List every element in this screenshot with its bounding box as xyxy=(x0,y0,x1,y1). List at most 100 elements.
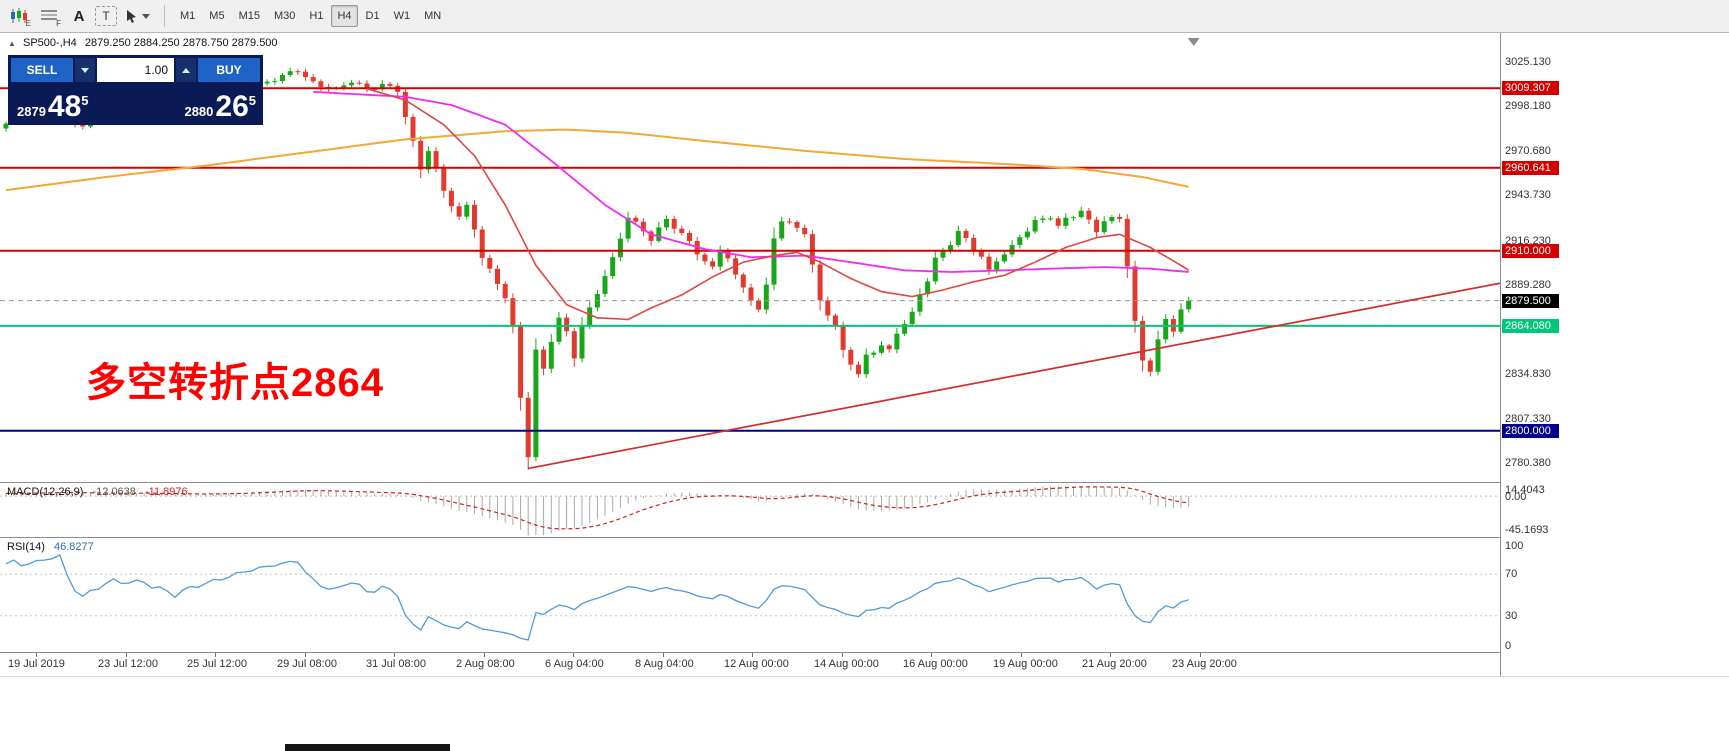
price-axis-label: 2834.830 xyxy=(1505,368,1551,380)
volume-input[interactable] xyxy=(97,58,174,82)
time-axis-tick xyxy=(663,653,664,657)
cursor-arrow-glyph xyxy=(126,9,136,23)
timeframe-bar: M1 M5 M15 M30 H1 H4 D1 W1 MN xyxy=(173,5,448,27)
time-axis-label: 31 Jul 08:00 xyxy=(366,658,426,670)
time-axis-tick xyxy=(1021,653,1022,657)
rows-icon-sub: F xyxy=(56,19,61,28)
timeframe-H4[interactable]: H4 xyxy=(331,5,358,27)
time-axis-label: 12 Aug 00:00 xyxy=(724,658,789,670)
macd-scale-bottom: -45.1693 xyxy=(1505,524,1549,536)
timeframe-M15[interactable]: M15 xyxy=(233,5,266,27)
timeframe-MN[interactable]: MN xyxy=(418,5,447,27)
time-axis-tick xyxy=(1200,653,1201,657)
caret-up-icon xyxy=(182,67,190,73)
time-axis-tick xyxy=(305,653,306,657)
rsi-value: 46.8277 xyxy=(53,541,94,553)
buy-price-big: 26 xyxy=(215,90,249,123)
price-badge: 2864.080 xyxy=(1502,319,1559,333)
one-click-collapse-icon[interactable]: ▲ xyxy=(8,39,16,48)
toolbar-separator xyxy=(164,5,165,27)
time-axis[interactable]: 19 Jul 2019 23 Jul 12:00 25 Jul 12:00 29 Ju… xyxy=(0,653,1500,676)
macd-signal-value: -11.8976 xyxy=(144,486,188,498)
time-axis-label: 8 Aug 04:00 xyxy=(635,658,694,670)
trade-panel-prices: 2879 48 5 2880 26 5 xyxy=(11,82,260,124)
panel-separator[interactable] xyxy=(0,537,1729,538)
time-axis-bottom-border xyxy=(0,676,1729,677)
price-axis[interactable]: 3025.130 2998.180 2970.680 2943.730 2916.230… xyxy=(1500,33,1729,676)
price-chart-canvas[interactable] xyxy=(0,33,1500,482)
time-axis-tick xyxy=(484,653,485,657)
buy-price[interactable]: 2880 26 5 xyxy=(184,92,256,122)
macd-scale-top: 14.4043 xyxy=(1505,484,1545,496)
time-axis-tick xyxy=(573,653,574,657)
price-axis-label: 2998.180 xyxy=(1505,100,1551,112)
charts-icon-glyph xyxy=(11,8,27,23)
time-axis-label: 14 Aug 00:00 xyxy=(814,658,879,670)
sell-button[interactable]: SELL xyxy=(11,58,73,82)
macd-main-value: -12.0638 xyxy=(92,486,136,498)
price-axis-label: 2943.730 xyxy=(1505,189,1551,201)
font-a-icon[interactable]: A xyxy=(65,3,93,29)
symbol-name: SP500-,H4 xyxy=(22,37,77,49)
text-tool-icon[interactable]: T xyxy=(95,6,117,26)
time-axis-label: 21 Aug 20:00 xyxy=(1082,658,1147,670)
time-axis-label: 23 Aug 20:00 xyxy=(1172,658,1237,670)
time-axis-tick xyxy=(126,653,127,657)
time-axis-tick xyxy=(931,653,932,657)
time-axis-label: 2 Aug 08:00 xyxy=(456,658,515,670)
macd-label: MACD(12,26,9) -12.0638 -11.8976 xyxy=(7,486,188,498)
sell-price[interactable]: 2879 48 5 xyxy=(17,92,89,122)
sell-price-big: 48 xyxy=(47,90,82,123)
cursor-tool-icon[interactable] xyxy=(119,3,155,29)
time-axis-tick xyxy=(394,653,395,657)
time-axis-label: 19 Jul 2019 xyxy=(8,658,65,670)
price-axis-label: 2780.380 xyxy=(1505,457,1551,469)
timeframe-D1[interactable]: D1 xyxy=(360,5,386,27)
panel-separator[interactable] xyxy=(0,482,1729,483)
rsi-scale-label: 70 xyxy=(1505,568,1518,580)
timeframe-W1[interactable]: W1 xyxy=(388,5,417,27)
buy-button[interactable]: BUY xyxy=(198,58,260,82)
timeframe-M30[interactable]: M30 xyxy=(268,5,301,27)
price-axis-label: 2889.280 xyxy=(1505,279,1551,291)
symbol-header: ▲ SP500-,H4 2879.250 2884.250 2878.750 2… xyxy=(8,37,278,49)
time-axis-label: 25 Jul 12:00 xyxy=(187,658,247,670)
price-axis-label: 3025.130 xyxy=(1505,56,1551,68)
chart-annotation: 多空转折点2864 xyxy=(86,361,384,405)
timeframe-H1[interactable]: H1 xyxy=(303,5,329,27)
price-badge: 2910.000 xyxy=(1502,244,1559,258)
chart-shift-marker xyxy=(1187,38,1200,46)
time-axis-label: 16 Aug 00:00 xyxy=(903,658,968,670)
charts-icon[interactable]: E xyxy=(5,3,33,29)
price-badge: 2879.500 xyxy=(1502,294,1559,308)
price-axis-label: 2970.680 xyxy=(1505,145,1551,157)
timeframe-M5[interactable]: M5 xyxy=(203,5,230,27)
rsi-scale-label: 30 xyxy=(1505,610,1518,622)
rsi-scale-label: 100 xyxy=(1505,540,1524,552)
price-badge: 3009.307 xyxy=(1502,81,1559,95)
macd-scale-zero: 0.00 xyxy=(1505,491,1527,503)
time-axis-tick xyxy=(842,653,843,657)
bottom-strip xyxy=(285,744,450,751)
buy-price-small: 2880 xyxy=(184,104,214,119)
toolbar: E F A T M1 M5 M15 M30 H1 H4 D1 W1 MN xyxy=(0,0,1729,33)
timeframe-M1[interactable]: M1 xyxy=(174,5,201,27)
time-axis-label: 6 Aug 04:00 xyxy=(545,658,604,670)
volume-decrease-button[interactable] xyxy=(75,58,95,82)
buy-price-sup: 5 xyxy=(248,93,256,108)
rsi-panel-canvas[interactable] xyxy=(0,538,1500,652)
rows-icon[interactable]: F xyxy=(35,3,63,29)
volume-increase-button[interactable] xyxy=(176,58,196,82)
sell-price-sup: 5 xyxy=(81,93,89,108)
price-badge: 2800.000 xyxy=(1502,424,1559,438)
rows-icon-glyph xyxy=(41,10,57,20)
time-axis-tick xyxy=(1110,653,1111,657)
time-axis-tick xyxy=(215,653,216,657)
panel-separator xyxy=(0,652,1729,653)
macd-title: MACD(12,26,9) xyxy=(7,486,84,498)
rsi-scale-label: 0 xyxy=(1505,640,1512,652)
price-badge: 2960.641 xyxy=(1502,161,1559,175)
time-axis-label: 29 Jul 08:00 xyxy=(277,658,337,670)
macd-panel-canvas[interactable] xyxy=(0,483,1500,537)
rsi-title: RSI(14) xyxy=(7,541,45,553)
